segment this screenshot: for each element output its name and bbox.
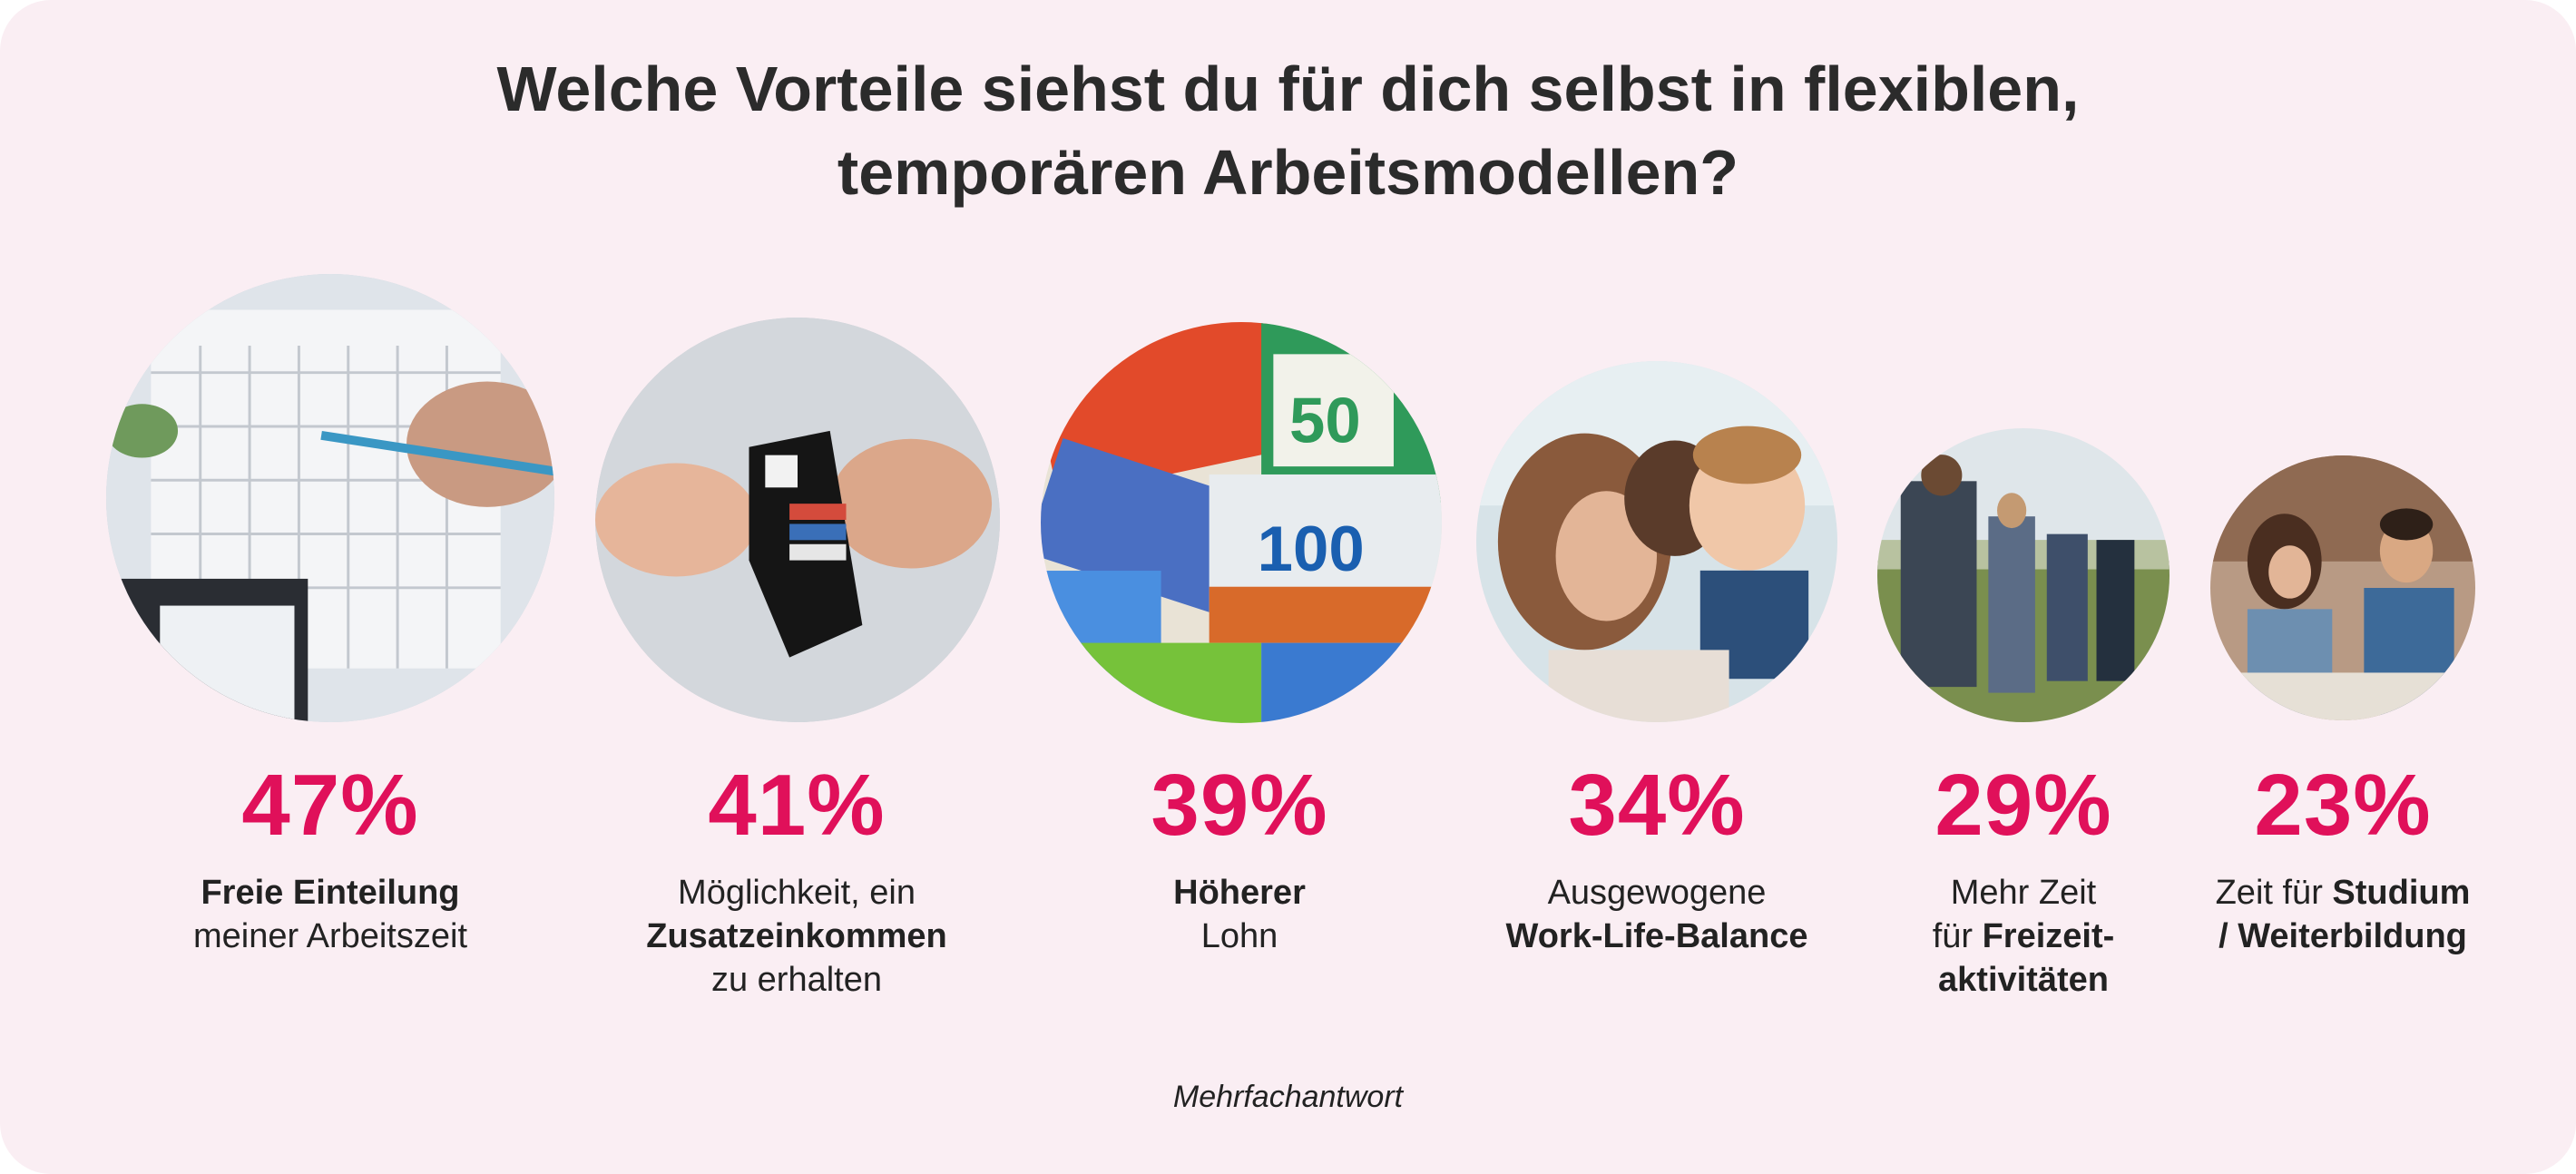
description-line: / Weiterbildung bbox=[2107, 915, 2576, 958]
title-line-2: temporären Arbeitsmodellen? bbox=[837, 137, 1739, 208]
description-line: Mehr Zeit bbox=[1788, 871, 2259, 915]
hikers-photo-icon bbox=[1877, 428, 2170, 722]
description-line: Zeit für Studium bbox=[2107, 871, 2576, 915]
percent-value: 34% bbox=[1568, 757, 1746, 854]
description-line: Möglichkeit, ein bbox=[561, 871, 1033, 915]
svg-text:50: 50 bbox=[1289, 385, 1361, 456]
description-line: zu erhalten bbox=[561, 958, 1033, 1002]
item-description: Höherer Lohn bbox=[1004, 871, 1475, 958]
description-line: für Freizeit- bbox=[1788, 915, 2259, 958]
description-line: Ausgewogene bbox=[1421, 871, 1893, 915]
description-line: aktivitäten bbox=[1788, 958, 2259, 1002]
percent-value: 39% bbox=[1151, 757, 1328, 854]
description-text: zu erhalten bbox=[710, 961, 882, 999]
description-text: Möglichkeit, ein bbox=[678, 874, 916, 912]
description-line: Work-Life-Balance bbox=[1421, 915, 1893, 958]
description-bold-text: Studium bbox=[2332, 874, 2471, 912]
description-bold-text: aktivitäten bbox=[1938, 961, 2109, 999]
svg-text:100: 100 bbox=[1258, 513, 1365, 584]
percent-value: 47% bbox=[241, 757, 419, 854]
item-description: Freie Einteilung meiner Arbeitszeit bbox=[94, 871, 566, 958]
percent-value: 41% bbox=[708, 757, 886, 854]
family-photo-icon bbox=[1476, 361, 1837, 722]
percent-value: 23% bbox=[2254, 757, 2432, 854]
title-line-1: Welche Vorteile siehst du für dich selbs… bbox=[496, 54, 2080, 124]
description-line: meiner Arbeitszeit bbox=[94, 915, 566, 958]
description-bold-text: Freie Einteilung bbox=[201, 874, 460, 912]
item-description: Ausgewogene Work-Life-Balance bbox=[1421, 871, 1893, 958]
description-bold-text: Höherer bbox=[1173, 874, 1306, 912]
description-bold-text: Work-Life-Balance bbox=[1505, 917, 1808, 955]
description-text: meiner Arbeitszeit bbox=[192, 917, 467, 955]
description-bold-text: Freizeit- bbox=[1982, 917, 2115, 955]
description-text: Zeit für bbox=[2215, 874, 2333, 912]
description-text: Ausgewogene bbox=[1547, 874, 1767, 912]
description-bold-text: / Weiterbildung bbox=[2218, 917, 2467, 955]
item-description: Möglichkeit, ein Zusatzeinkommen zu erhalt… bbox=[561, 871, 1033, 1002]
description-text: für bbox=[1932, 917, 1983, 955]
banknotes-photo-icon: 100 50 bbox=[1041, 322, 1442, 723]
description-line: Höherer bbox=[1004, 871, 1475, 915]
description-line: Freie Einteilung bbox=[94, 871, 566, 915]
students-photo-icon bbox=[2210, 455, 2475, 720]
description-bold-text: Zusatzeinkommen bbox=[646, 917, 947, 955]
wallet-photo-icon bbox=[595, 318, 1000, 722]
description-text: Mehr Zeit bbox=[1950, 874, 2097, 912]
footnote: Mehrfachantwort bbox=[1172, 1080, 1404, 1114]
item-description: Zeit für Studium / Weiterbildung bbox=[2107, 871, 2576, 958]
description-text: Lohn bbox=[1200, 917, 1278, 955]
percent-value: 29% bbox=[1934, 757, 2112, 854]
calendar-photo-icon bbox=[106, 274, 554, 722]
item-description: Mehr Zeit für Freizeit-aktivitäten bbox=[1788, 871, 2259, 1002]
chart-title: Welche Vorteile siehst du für dich selbs… bbox=[0, 47, 2576, 214]
description-line: Zusatzeinkommen bbox=[561, 915, 1033, 958]
description-line: Lohn bbox=[1004, 915, 1475, 958]
